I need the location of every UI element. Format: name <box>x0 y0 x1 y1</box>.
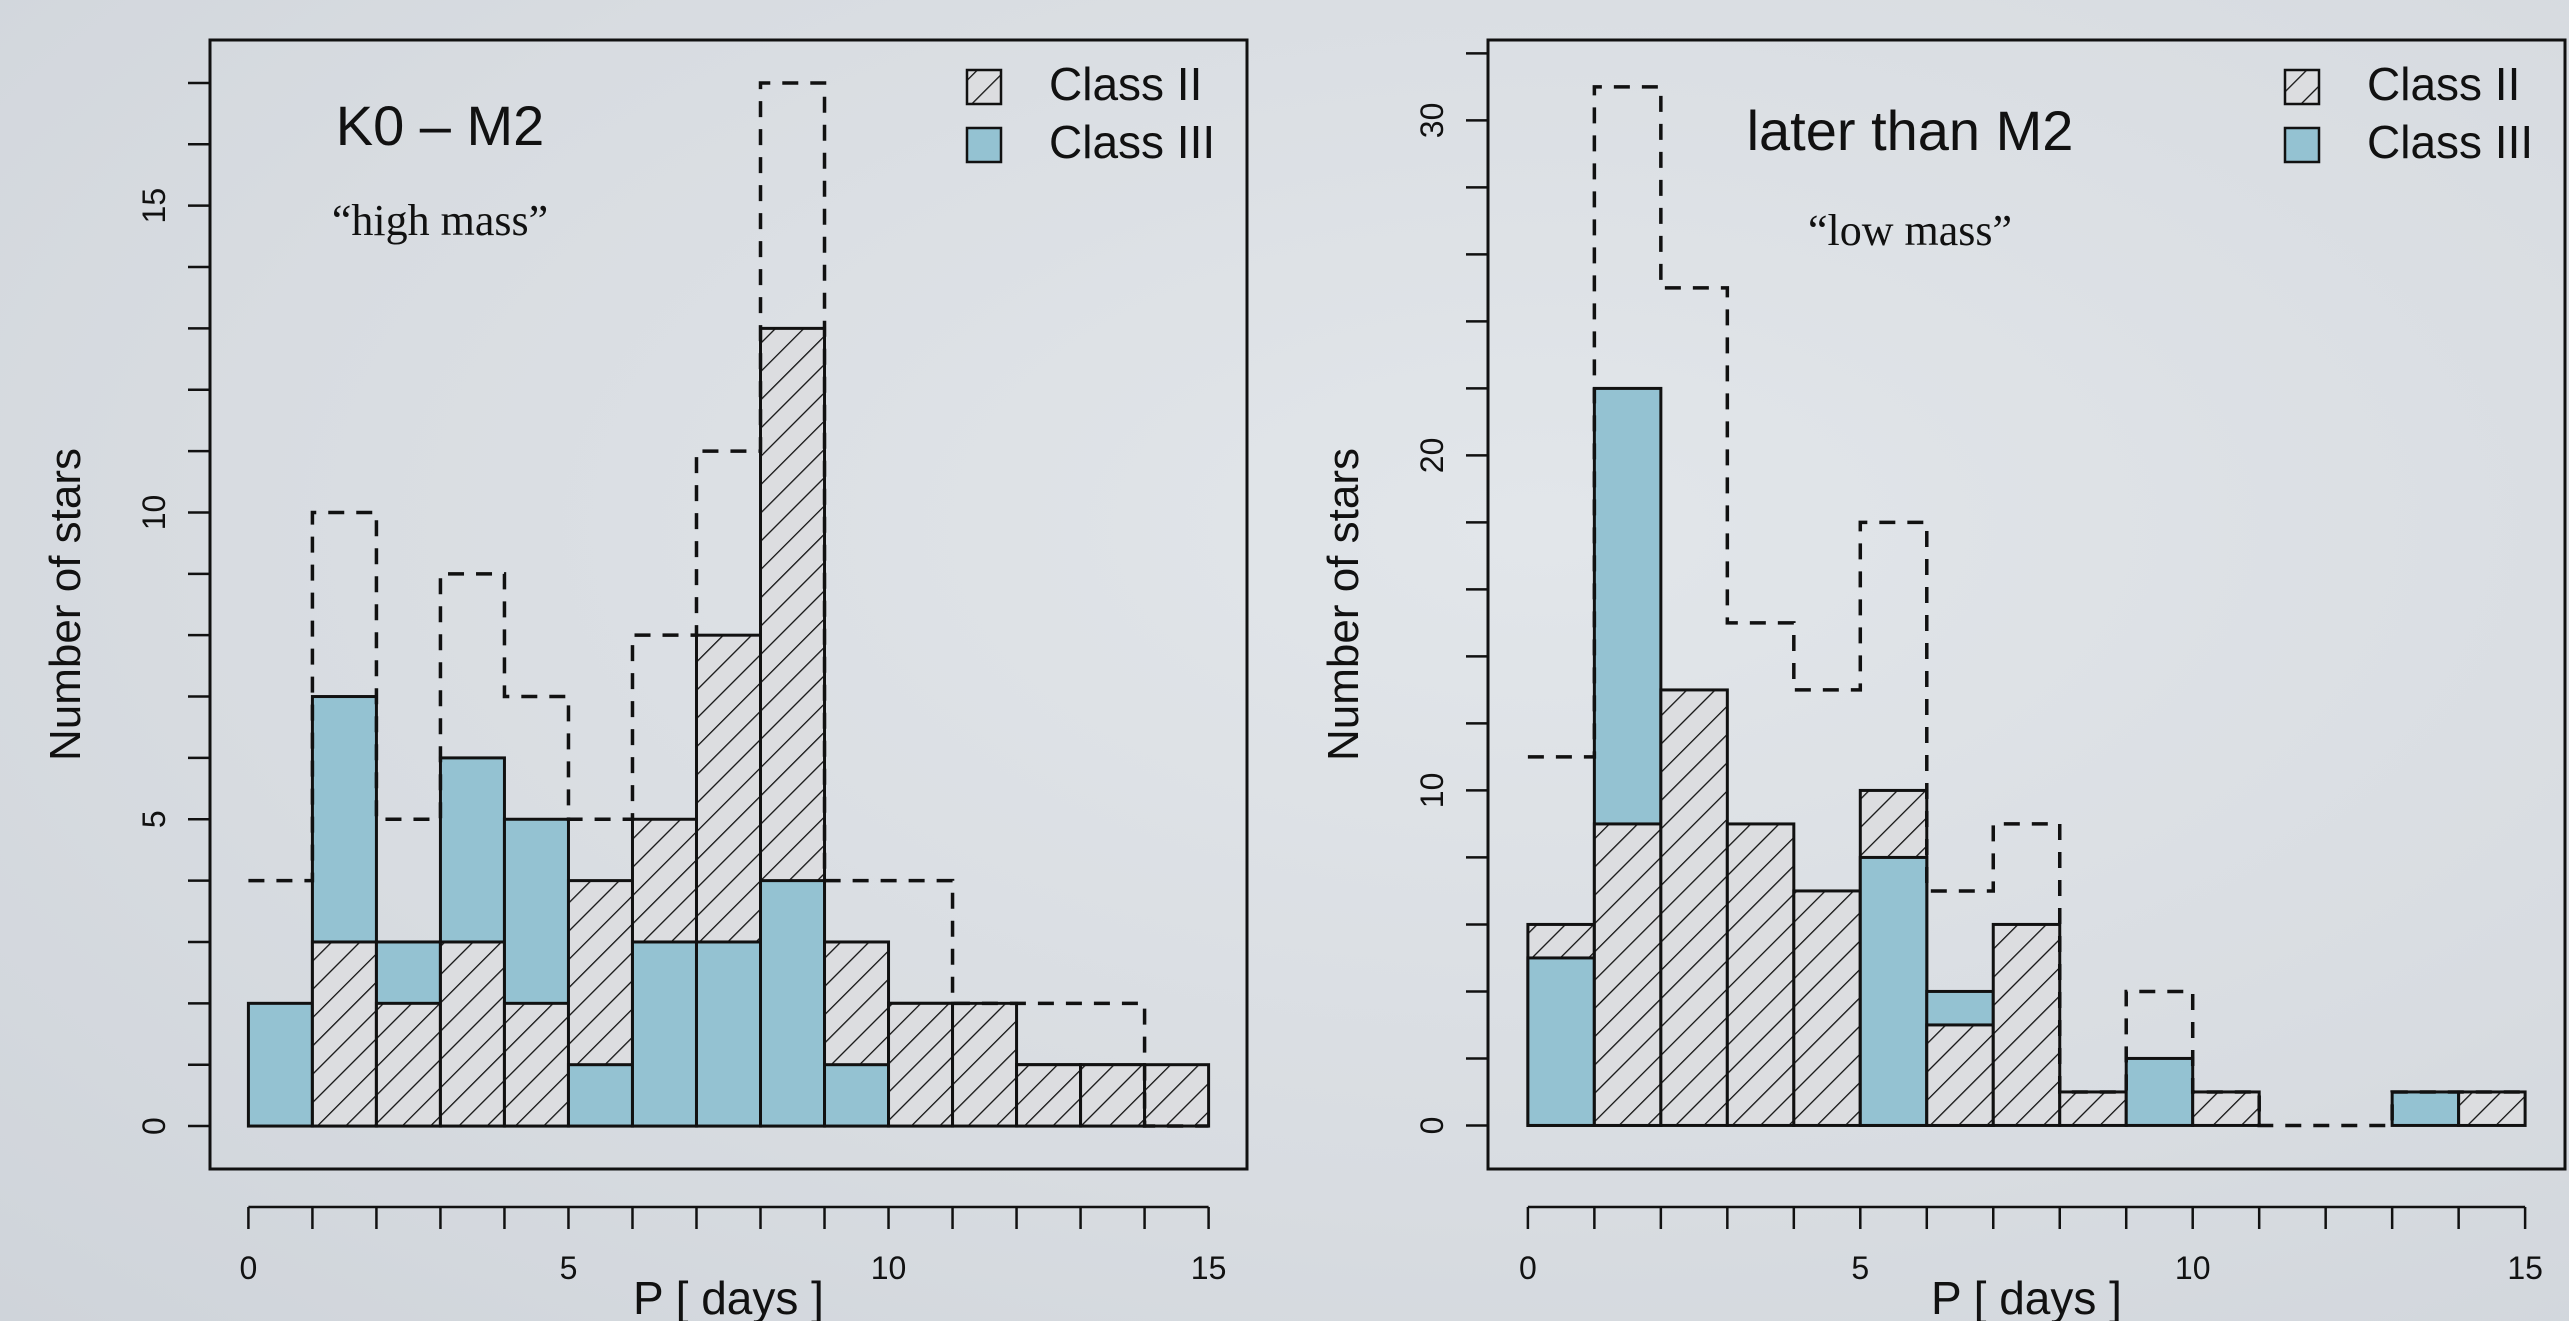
chart-panel-low-mass: 0 5 10 15 P [ days ] 0 10 20 30 Number of stars la… <box>1319 38 2567 1321</box>
legend-swatch-class-iii <box>2283 126 2321 164</box>
chart-title: later than M2 <box>1747 99 2074 162</box>
legend: Class II Class III <box>2283 58 2533 168</box>
dashed-total-outline <box>248 81 1209 1128</box>
x-tick-label: 10 <box>871 1250 907 1286</box>
legend-swatch-class-ii <box>965 68 1003 106</box>
legend-label-class-iii: Class III <box>2367 116 2533 168</box>
y-tick-label: 5 <box>136 810 172 828</box>
y-axis-label: Number of stars <box>41 448 90 761</box>
legend-swatch-class-iii <box>965 126 1003 164</box>
x-axis-label: P [ days ] <box>633 1272 824 1321</box>
bar-class-ii <box>1925 1023 1995 1127</box>
y-tick-label: 0 <box>1414 1117 1450 1135</box>
chart-subtitle: “low mass” <box>1808 206 2012 255</box>
bar-class-ii <box>1592 822 1663 1127</box>
bar-class-ii <box>2457 1090 2527 1127</box>
bar-class-ii <box>1015 1063 1083 1128</box>
bar-class-ii <box>1725 822 1796 1127</box>
y-tick-label: 20 <box>1414 438 1450 474</box>
x-tick-label: 10 <box>2175 1250 2211 1286</box>
bar-class-iii <box>1526 956 1596 1127</box>
bar-class-iii <box>630 940 698 1128</box>
bar-class-iii <box>1858 855 1929 1127</box>
x-tick-label: 5 <box>560 1250 578 1286</box>
bar-class-ii <box>1792 889 1862 1127</box>
x-tick-label: 15 <box>2507 1250 2543 1286</box>
dashed-total-outline <box>1527 85 2526 1128</box>
legend-label-class-ii: Class II <box>2367 58 2520 110</box>
y-tick-label: 10 <box>1414 773 1450 809</box>
bar-class-iii <box>2124 1056 2195 1127</box>
bar-class-ii <box>887 1001 955 1128</box>
bar-class-ii <box>951 1001 1019 1128</box>
bar-class-ii <box>502 1001 570 1128</box>
bar-class-iii <box>246 1001 314 1128</box>
bar-class-iii <box>694 940 763 1128</box>
legend: Class II Class III <box>965 58 1215 168</box>
x-tick-label: 0 <box>240 1250 258 1286</box>
chart-subtitle: “high mass” <box>332 196 548 245</box>
chart-title: K0 – M2 <box>336 94 545 157</box>
x-tick-label: 0 <box>1519 1250 1537 1286</box>
x-tick-label: 5 <box>1851 1250 1869 1286</box>
bar-class-iii <box>823 1063 891 1128</box>
legend-label-class-iii: Class III <box>1049 116 1215 168</box>
bar-class-iii <box>566 1063 634 1128</box>
y-tick-label: 0 <box>136 1117 172 1135</box>
bar-class-ii <box>374 1001 442 1128</box>
bar-class-ii <box>1659 688 1729 1127</box>
legend-swatch-class-ii <box>2283 68 2321 106</box>
bar-class-ii <box>2058 1090 2128 1127</box>
legend-label-class-ii: Class II <box>1049 58 1202 110</box>
bar-class-ii <box>1991 922 2062 1127</box>
x-axis-label: P [ days ] <box>1931 1272 2122 1321</box>
x-tick-label: 15 <box>1191 1250 1227 1286</box>
bar-class-ii <box>438 940 506 1128</box>
bar-class-ii <box>2191 1090 2261 1127</box>
bar-class-ii <box>1143 1063 1211 1128</box>
y-tick-label: 30 <box>1414 103 1450 139</box>
chart-panel-high-mass: 0 5 10 15 P [ days ] 0 5 10 15 Number of stars K0 … <box>41 38 1249 1321</box>
bar-class-iii <box>2390 1090 2461 1127</box>
y-tick-label: 15 <box>136 188 172 224</box>
y-tick-label: 10 <box>136 495 172 531</box>
bar-class-iii <box>759 879 827 1128</box>
y-axis-label: Number of stars <box>1319 448 1368 761</box>
bar-class-ii <box>310 940 378 1128</box>
bar-class-ii <box>1079 1063 1147 1128</box>
